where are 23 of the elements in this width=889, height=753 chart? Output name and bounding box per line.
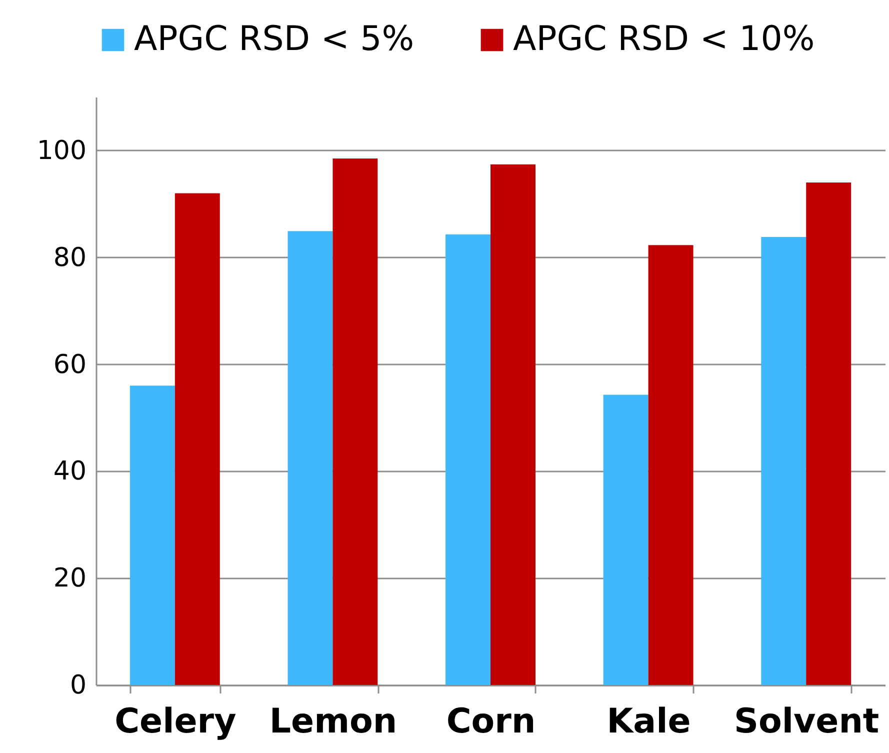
legend-label: APGC RSD < 10% <box>513 19 815 59</box>
bar <box>490 164 536 685</box>
x-tick-label: Solvent <box>734 702 880 742</box>
y-tick-label: 100 <box>36 136 86 166</box>
bar <box>288 231 333 685</box>
bar <box>648 245 694 685</box>
bar <box>603 394 648 685</box>
x-tick-label: Kale <box>606 702 691 742</box>
bar <box>130 386 175 685</box>
y-tick-label: 80 <box>53 242 86 273</box>
bar <box>174 193 220 685</box>
bar <box>806 182 852 685</box>
x-tick-label: Lemon <box>269 702 398 742</box>
y-tick-label: 60 <box>53 350 86 380</box>
x-tick-label: Celery <box>114 702 236 742</box>
x-tick-label: Corn <box>446 702 536 742</box>
bar <box>761 237 806 685</box>
y-tick-label: 0 <box>70 670 86 700</box>
legend-label: APGC RSD < 5% <box>134 19 414 59</box>
bar <box>332 158 378 685</box>
y-tick-label: 20 <box>53 564 86 594</box>
y-tick-label: 40 <box>53 456 86 487</box>
bar <box>446 234 490 685</box>
